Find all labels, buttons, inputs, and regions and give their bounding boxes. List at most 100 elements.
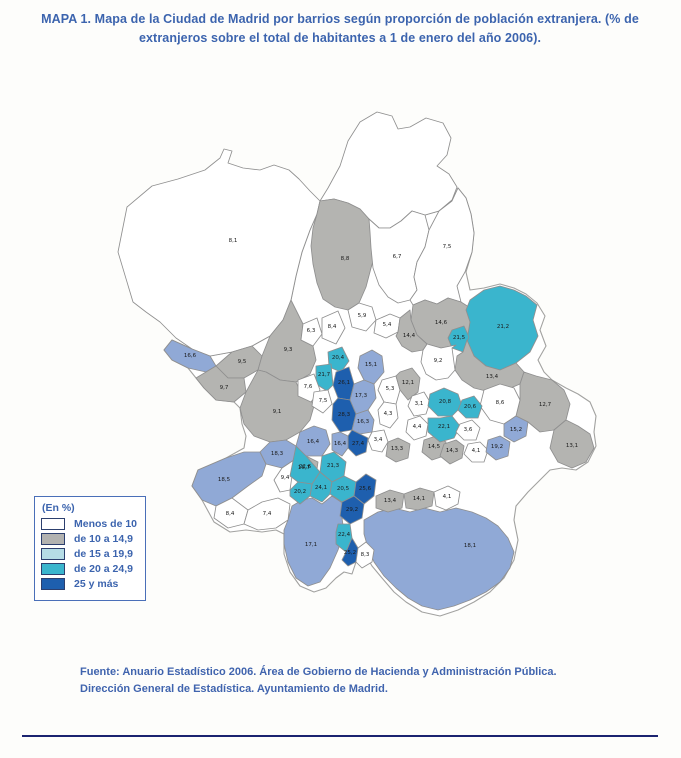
map-region-label: 29,2 (346, 507, 358, 513)
map-region-label: 13,4 (384, 498, 397, 504)
bottom-divider (22, 735, 658, 737)
map-region-label: 14,4 (403, 333, 416, 339)
map-region (405, 415, 429, 441)
legend-item-label: Menos de 10 (74, 518, 138, 530)
map-region-label: 20,4 (332, 355, 345, 361)
map-region-label: 21,3 (327, 463, 340, 469)
map-region-label: 16,4 (334, 441, 347, 447)
map-region-label: 8,3 (361, 552, 370, 558)
map-region-label: 25,6 (359, 486, 372, 492)
map-region-label: 16,4 (307, 439, 320, 445)
map-region (385, 437, 411, 463)
map-region (310, 198, 378, 311)
map-region-label: 8,8 (341, 256, 350, 262)
map-region (357, 349, 385, 385)
map-region (300, 317, 323, 347)
map-region (191, 451, 267, 507)
map-region-label: 25,2 (344, 550, 356, 556)
map-region-label: 4,3 (384, 411, 393, 417)
map-region-label: 14,6 (435, 320, 448, 326)
legend-swatch-20-a-24-9 (41, 563, 65, 575)
map-region (311, 389, 333, 414)
map-region-label: 16,6 (184, 353, 197, 359)
map-region-label: 9,3 (284, 347, 293, 353)
map-region-label: 4,1 (443, 494, 452, 500)
map-region (420, 343, 457, 381)
map-region-label: 9,5 (238, 359, 247, 365)
map-region-label: 14,1 (413, 496, 425, 502)
map-region-label: 21,2 (497, 324, 509, 330)
map-region-label: 20,8 (439, 399, 452, 405)
map-region-label: 5,3 (386, 386, 395, 392)
map-region-label: 3,1 (415, 401, 424, 407)
legend-item-label: de 20 a 24,9 (74, 563, 133, 575)
map-region (455, 419, 481, 441)
map-region-label: 20,6 (464, 404, 477, 410)
map-region-label: 8,1 (229, 238, 238, 244)
legend-item: de 10 a 14,9 (41, 533, 139, 545)
map-region-label: 12,7 (539, 402, 552, 408)
map-region-label: 14,3 (446, 448, 459, 454)
map-region-label: 3,6 (464, 427, 473, 433)
map-region-label: 9,2 (434, 358, 443, 364)
map-region-label: 19,2 (491, 444, 503, 450)
legend-item: de 20 a 24,9 (41, 563, 139, 575)
map-region (403, 487, 435, 511)
map-legend: (En %) Menos de 10 de 10 a 14,9 de 15 a … (34, 496, 146, 601)
map-region-label: 13,4 (486, 374, 499, 380)
map-region (439, 439, 465, 465)
legend-item-label: de 15 a 19,9 (74, 548, 133, 560)
map-region-label: 9,4 (281, 475, 290, 481)
map-region (321, 310, 346, 345)
map-region-label: 13,3 (391, 446, 404, 452)
map-region (339, 495, 365, 525)
map-region-label: 26,1 (338, 380, 350, 386)
legend-item: Menos de 10 (41, 518, 139, 530)
map-region (463, 441, 489, 463)
legend-swatch-25-y-mas (41, 578, 65, 590)
map-region-label: 16,7 (298, 465, 311, 471)
legend-swatch-15-a-19-9 (41, 548, 65, 560)
map-region (377, 401, 399, 429)
map-region (433, 485, 461, 511)
map-region-label: 7,5 (319, 398, 328, 404)
map-region (117, 148, 321, 357)
map-region-label: 18,1 (464, 543, 476, 549)
map-region-label: 7,5 (443, 244, 452, 250)
map-region-label: 5,4 (383, 322, 392, 328)
map-region-label: 17,1 (305, 542, 317, 548)
map-region-label: 7,4 (263, 511, 272, 517)
map-region-label: 15,2 (510, 427, 522, 433)
map-region (289, 481, 313, 505)
map-region (375, 489, 405, 513)
map-region (239, 369, 315, 443)
map-region-label: 12,1 (402, 380, 414, 386)
map-region (407, 391, 431, 417)
map-region-label: 20,5 (337, 486, 350, 492)
map-region-label: 22,1 (438, 424, 450, 430)
source-line-2: Dirección General de Estadística. Ayunta… (80, 682, 388, 695)
map-region-label: 9,7 (220, 385, 229, 391)
map-region-label: 13,1 (566, 443, 578, 449)
legend-swatch-menos-de-10 (41, 518, 65, 530)
map-region (363, 507, 515, 611)
map-region-label: 7,6 (304, 384, 313, 390)
map-region-label: 16,3 (357, 419, 370, 425)
map-region-label: 22,4 (338, 532, 351, 538)
map-region (427, 387, 463, 417)
map-region (395, 309, 428, 353)
map-region (485, 435, 511, 461)
map-region (367, 429, 389, 453)
legend-item: de 15 a 19,9 (41, 548, 139, 560)
map-region-label: 4,1 (472, 448, 481, 454)
map-region-label: 6,3 (307, 328, 316, 334)
map-region-label: 9,1 (273, 409, 282, 415)
legend-item-label: de 10 a 14,9 (74, 533, 133, 545)
source-note: Fuente: Anuario Estadístico 2006. Área d… (80, 664, 620, 697)
map-region (195, 365, 247, 403)
map-region (243, 497, 291, 531)
map-region-label: 6,7 (393, 254, 402, 260)
map-region-label: 15,1 (365, 362, 377, 368)
map-region (457, 395, 483, 419)
